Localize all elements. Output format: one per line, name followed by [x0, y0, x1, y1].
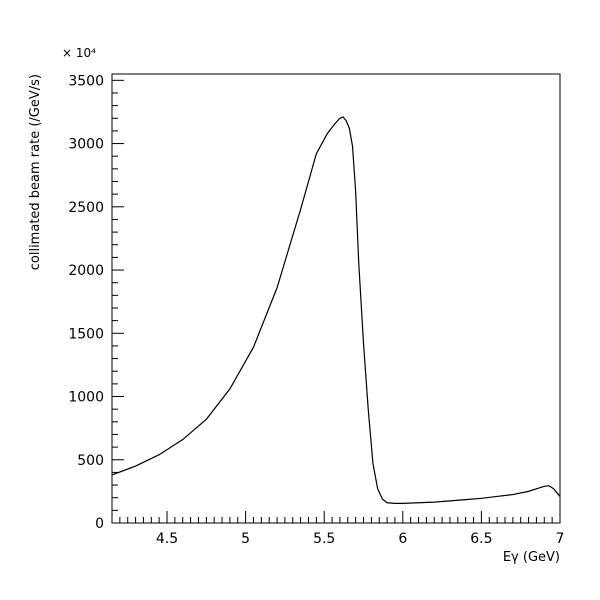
y-ticks	[112, 79, 124, 524]
x-tick-label: 6.5	[470, 531, 492, 547]
x-tick-label: 6	[398, 531, 407, 547]
x-tick-labels: 4.5 5 5.5 6 6.5 7	[156, 531, 565, 547]
series-line	[111, 116, 561, 504]
y-tick-label: 3500	[68, 73, 104, 89]
plot-frame	[111, 73, 561, 524]
x-tick-label: 5.5	[313, 531, 335, 547]
y-tick-label: 2500	[68, 200, 104, 216]
y-tick-label: 500	[77, 453, 104, 469]
x-tick-label: 7	[556, 531, 565, 547]
x-tick-label: 4.5	[156, 531, 178, 547]
y-tick-label: 0	[95, 516, 104, 532]
y-multiplier-label: × 10⁴	[62, 46, 96, 60]
y-tick-labels: 0 500 1000 1500 2000 2500 3000 3500	[68, 73, 104, 532]
y-tick-label: 1500	[68, 326, 104, 342]
y-tick-label: 1000	[68, 390, 104, 406]
x-ticks	[111, 511, 561, 523]
y-axis-label: collimated beam rate (/GeV/s)	[28, 74, 43, 270]
y-tick-label: 2000	[68, 263, 104, 279]
y-tick-label: 3000	[68, 137, 104, 153]
x-axis-label: Eγ (GeV)	[503, 550, 560, 565]
x-tick-label: 5	[241, 531, 250, 547]
